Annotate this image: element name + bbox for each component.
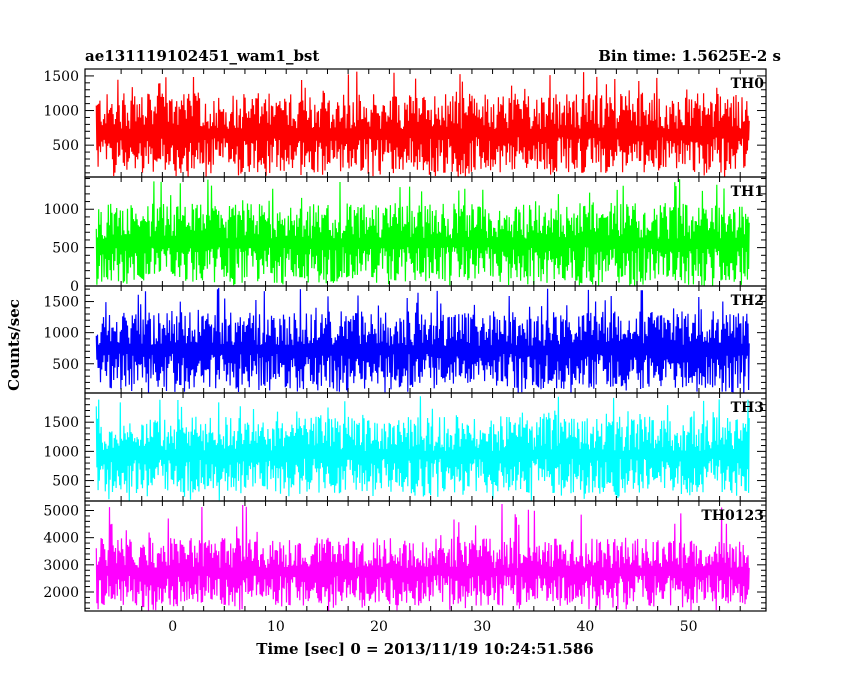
x-tick-label: 30 [473,619,491,635]
y-tick-label: 500 [52,138,79,154]
bin-time-label: Bin time: 1.5625E-2 s [598,47,781,65]
y-tick-label: 1500 [43,415,79,431]
series-line-th3 [95,396,750,501]
panel-label-th3: TH3 [731,400,764,416]
y-tick-label: 0 [70,279,79,295]
panel-th3: 500 1000 1500 TH3 [43,392,767,502]
x-tick-label: 50 [680,619,698,635]
x-tick-label: 20 [370,619,388,635]
y-tick-label: 1000 [43,202,79,218]
y-tick-label: 1500 [43,69,79,85]
panel-label-th2: TH2 [731,293,764,309]
x-axis-label: Time [sec] 0 = 2013/11/19 10:24:51.586 [256,640,593,658]
series-line-th2 [95,287,750,393]
series-line-th0123 [95,503,750,611]
x-tick-label: 0 [168,619,177,635]
y-tick-label: 3000 [43,558,79,574]
y-tick-label: 500 [52,241,79,257]
y-tick-label: 500 [52,357,79,373]
y-tick-label: 500 [52,474,79,490]
y-tick-label: 5000 [43,504,79,520]
y-axis-label: Counts/sec [5,299,23,391]
series-line-th0 [95,71,750,177]
y-tick-label: 1500 [43,295,79,311]
x-tick-label: 40 [577,619,595,635]
y-tick-label: 4000 [43,531,79,547]
panel-label-th0123: TH0123 [701,508,764,524]
y-tick-label: 1000 [43,444,79,460]
y-tick-label: 1000 [43,326,79,342]
panel-th0123: 2000 3000 4000 5000 TH0123 [43,500,767,612]
panel-label-th1: TH1 [731,184,764,200]
panel-th0: 500 1000 1500 TH0 [43,68,767,178]
panel-th1: 0 500 1000 TH1 [43,176,767,295]
panel-label-th0: TH0 [731,76,765,92]
x-tick-label: 10 [267,619,285,635]
panel-frame [84,500,767,612]
series-line-th1 [95,179,750,286]
panel-th2: 500 1000 1500 TH2 [43,285,767,394]
y-tick-label: 1000 [43,104,79,120]
y-tick-label: 2000 [43,585,79,601]
chart-title: ae131119102451_wam1_bst [85,47,319,65]
